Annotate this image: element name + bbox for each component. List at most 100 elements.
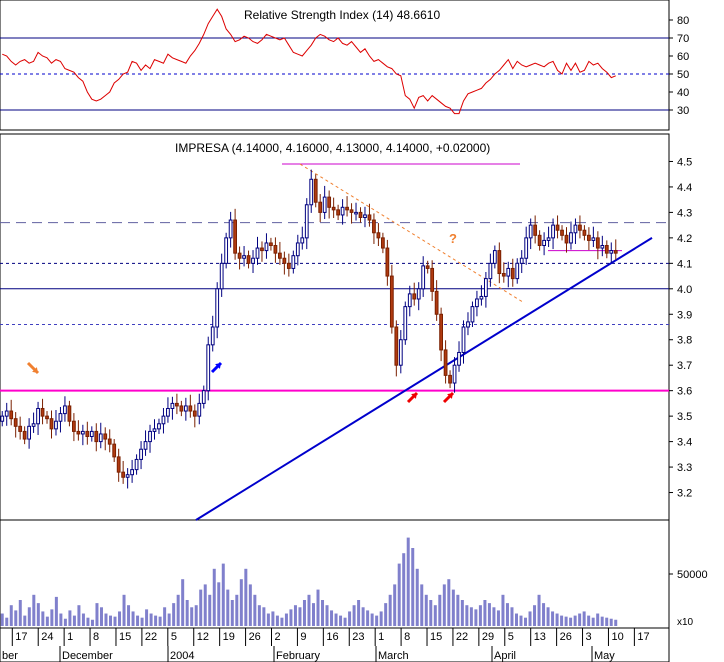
rising-trendline [195, 237, 653, 521]
volume-bar [203, 584, 207, 626]
candle-body [166, 407, 170, 417]
candle-body [94, 430, 99, 443]
volume-y-axis: 50000 [669, 569, 708, 581]
volume-bar [118, 611, 122, 626]
candle-body [224, 237, 229, 264]
volume-multiplier-label: x10 [677, 617, 694, 628]
volume-bar [221, 563, 225, 626]
volume-bar [519, 615, 523, 626]
candle-body [139, 448, 143, 460]
candle-body [63, 405, 67, 415]
volume-bar [334, 613, 338, 626]
red-arrow-left-head [411, 393, 417, 399]
candle-body [515, 262, 520, 280]
volume-bar [72, 615, 76, 626]
volume-bar [366, 610, 370, 626]
volume-bar [59, 613, 63, 626]
volume-bar [68, 610, 72, 626]
candle-body [300, 237, 305, 244]
candle-body [157, 423, 161, 430]
volume-bar [163, 607, 167, 626]
volume-bar [330, 610, 334, 626]
candle-body [331, 206, 336, 211]
candle-body [407, 293, 412, 308]
volume-bar [280, 617, 284, 626]
volume-bar [194, 605, 198, 626]
candle-body [251, 257, 255, 264]
candle-body [457, 351, 461, 366]
candle-body [506, 267, 511, 277]
rsi-y-axis: 30 40 50 60 70 80 [669, 15, 689, 117]
candle-body [121, 471, 126, 478]
candle-body [524, 237, 529, 259]
volume-bar [411, 548, 415, 626]
candle-body [286, 262, 291, 269]
volume-bar [352, 605, 356, 626]
volume-bar [185, 600, 189, 626]
volume-bar [596, 613, 600, 626]
candle-body [295, 242, 300, 257]
volume-bar [235, 594, 239, 626]
volume-bar [420, 584, 424, 626]
volume-bar [478, 605, 482, 626]
volume-bar [27, 607, 31, 626]
candle-body [613, 250, 618, 254]
rsi-pane-frame [0, 0, 670, 131]
candle-body [210, 326, 215, 346]
x-date-label: 26 [249, 631, 261, 643]
candle-body [45, 415, 49, 420]
volume-bar [262, 607, 266, 626]
volume-bar [339, 615, 343, 626]
volume-bar [560, 615, 564, 626]
red-arrow-left [406, 391, 419, 404]
candle-body [72, 420, 76, 432]
volume-bar [447, 579, 451, 626]
x-date-label: 2 [274, 631, 280, 643]
volume-bar [289, 609, 293, 626]
volume-bar [95, 603, 99, 626]
candle-body [260, 247, 264, 252]
candle-body [591, 237, 596, 241]
volume-bar [302, 600, 306, 626]
candle-body [143, 441, 148, 450]
candle-body [188, 405, 193, 412]
candle-body [9, 410, 14, 420]
candle-body [201, 390, 206, 404]
volume-bar [81, 613, 85, 626]
candle-body [466, 321, 470, 328]
volume-bar [375, 615, 379, 626]
candle-body [264, 242, 269, 252]
x-date-label: 19 [223, 631, 235, 643]
volume-layer [0, 537, 618, 626]
volume-bar [600, 616, 604, 626]
x-date-label: 8 [93, 631, 99, 643]
price-y-tick-label: 3.8 [677, 335, 692, 347]
price-y-tick-label: 3.4 [677, 437, 692, 449]
candle-body [452, 364, 457, 384]
volume-bar [244, 568, 248, 626]
x-date-label: 9 [300, 631, 306, 643]
volume-bar [587, 615, 591, 626]
candle-body [179, 405, 184, 412]
candle-body [148, 430, 152, 443]
rsi-y-tick-label: 40 [677, 87, 689, 99]
volume-bar [284, 613, 288, 626]
candle-body [175, 402, 179, 407]
candle-body [376, 232, 381, 239]
volume-bar [614, 619, 618, 626]
candle-body [0, 415, 5, 422]
candle-body [358, 211, 363, 218]
candle-body [492, 250, 497, 264]
x-month-label: May [594, 650, 615, 662]
price-y-tick-label: 4.5 [677, 156, 692, 168]
volume-bar [555, 613, 559, 626]
candle-body [313, 178, 318, 203]
volume-bar [379, 611, 383, 626]
volume-bar [41, 611, 45, 626]
candle-body [116, 456, 121, 473]
candle-body [103, 433, 108, 440]
candle-body [372, 219, 376, 234]
candle-body [36, 407, 40, 425]
price-y-tick-label: 4.2 [677, 233, 692, 245]
x-date-label: 5 [171, 631, 177, 643]
